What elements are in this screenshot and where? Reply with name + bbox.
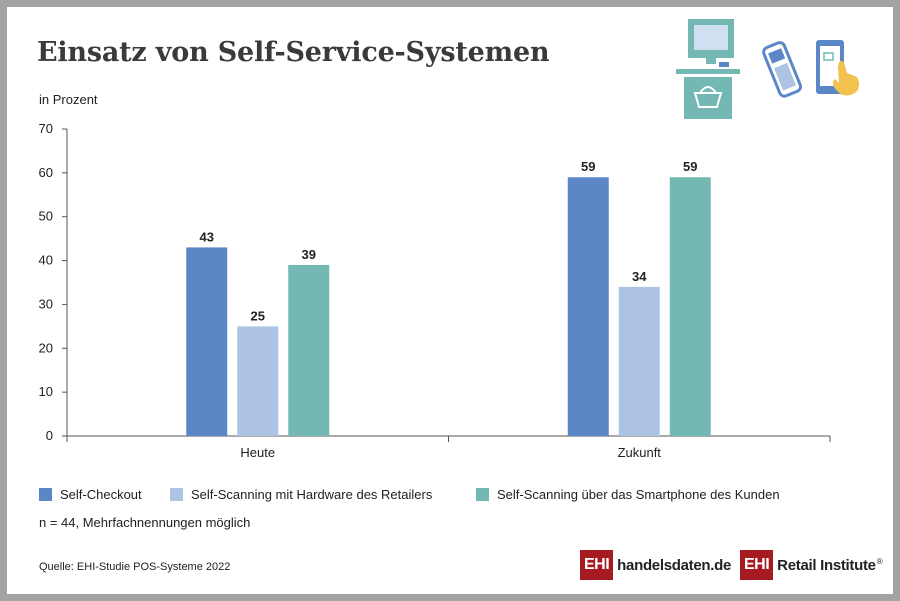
x-axis: Heute Zukunft: [66, 435, 831, 460]
data-label: 34: [632, 269, 647, 284]
legend-label: Self-Scanning über das Smartphone des Ku…: [497, 487, 780, 502]
logo-box: EHI: [580, 550, 614, 580]
ehi-retail-institute-logo[interactable]: EHI Retail Institute®: [740, 548, 883, 582]
source-note: Quelle: EHI-Studie POS-Systeme 2022: [39, 561, 231, 573]
logo-text: handelsdaten.de: [617, 556, 732, 574]
y-axis: 0 10 20 30 40 50 60 70: [39, 121, 68, 443]
data-label: 59: [581, 159, 595, 174]
data-label: 39: [302, 247, 316, 262]
bar: [288, 264, 330, 436]
logo-name: Retail Institute: [777, 556, 876, 574]
data-label: 59: [683, 159, 697, 174]
bars: [186, 177, 711, 436]
legend-label: Self-Checkout: [60, 487, 142, 502]
registered-mark: ®: [876, 556, 883, 566]
chart-subtitle: in Prozent: [39, 92, 98, 107]
x-tick-label: Heute: [240, 445, 275, 460]
y-tick-label: 10: [39, 384, 53, 399]
handheld-scanner-icon: [762, 41, 803, 98]
icon-group: [676, 19, 860, 119]
y-tick-label: 20: [39, 340, 53, 355]
data-label: 43: [200, 229, 214, 244]
legend-swatch: [39, 488, 52, 501]
y-tick-label: 50: [39, 209, 53, 224]
bar-chart: 0 10 20 30 40 50 60 70 Heute Zukunft 43 25 39 59 34 5…: [39, 121, 831, 460]
bar: [669, 177, 711, 436]
legend-label: Self-Scanning mit Hardware des Retailers: [191, 487, 433, 502]
chart-title: Einsatz von Self-Service-Systemen: [37, 37, 550, 68]
sample-note: n = 44, Mehrfachnennungen möglich: [39, 515, 251, 530]
x-tick-label: Zukunft: [618, 445, 662, 460]
y-tick-label: 40: [39, 253, 53, 268]
bar: [618, 286, 660, 436]
legend-swatch: [476, 488, 489, 501]
logo-box: EHI: [740, 550, 774, 580]
y-tick-label: 0: [46, 428, 53, 443]
y-tick-label: 60: [39, 165, 53, 180]
y-tick-label: 70: [39, 121, 53, 136]
smartphone-touch-icon: [816, 40, 860, 96]
y-tick-label: 30: [39, 296, 53, 311]
bar: [567, 177, 609, 436]
logo-text: Retail Institute®: [777, 557, 882, 574]
handelsdaten-logo[interactable]: EHI handelsdaten.de: [580, 548, 731, 582]
legend-swatch: [170, 488, 183, 501]
bar: [237, 326, 279, 436]
bar: [186, 247, 228, 436]
self-checkout-terminal-icon: [676, 19, 740, 119]
data-label: 25: [251, 308, 265, 323]
data-labels: 43 25 39 59 34 59: [200, 159, 698, 323]
